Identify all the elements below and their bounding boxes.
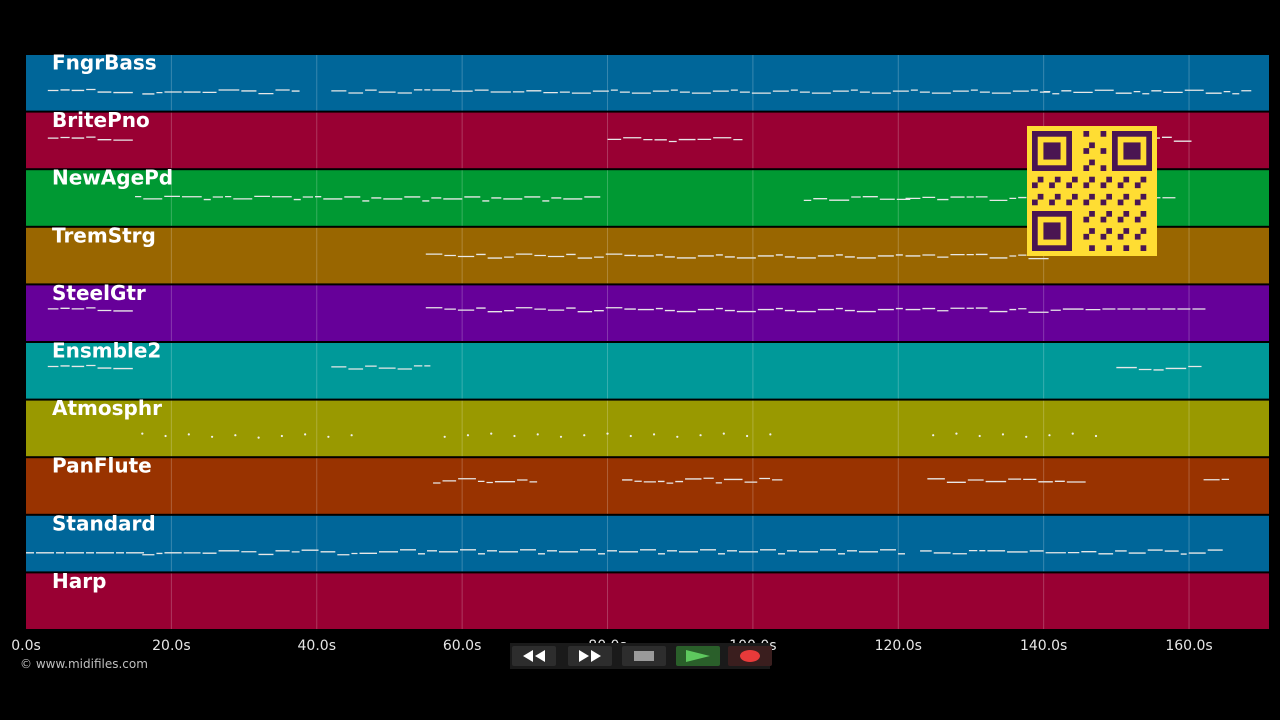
note-dot [1071,432,1074,435]
note-trace [47,307,133,312]
note-dot [955,432,958,435]
note-trace [927,478,1086,483]
note-trace [142,89,300,95]
note-dot [327,435,330,438]
note-dot [559,435,563,438]
note-dot [699,434,702,437]
note-trace [920,549,1223,555]
note-dot [257,436,260,439]
record-icon [740,650,760,662]
track-lane[interactable] [26,515,1269,572]
fast-forward-icon [579,650,601,662]
tick-label: 120.0s [874,638,922,654]
note-dot [210,435,214,438]
note-dot [1094,434,1098,438]
track-label: SteelGtr [52,281,146,305]
rewind-button[interactable] [512,646,556,666]
note-dot [1001,433,1005,436]
note-trace [433,478,538,484]
tick-label: 160.0s [1165,638,1213,654]
note-trace [622,477,783,484]
transport-bar [510,643,772,669]
note-trace [607,137,743,143]
track-label: FngrBass [52,51,157,75]
note-dot [606,432,609,435]
track-lane[interactable] [26,285,1269,341]
track-lane[interactable] [26,400,1269,457]
note-dot [932,434,935,437]
note-dot [652,433,656,436]
note-dot [304,433,307,436]
note-trace [425,253,903,259]
note-trace [1116,365,1202,371]
note-dot [443,435,446,438]
note-dot [280,434,283,438]
track-lane[interactable] [26,458,1269,514]
note-trace [47,364,133,370]
play-icon [686,650,710,662]
track-label: BritePno [52,108,150,132]
track-label: Atmosphr [52,396,162,420]
note-trace [803,196,911,202]
track-lane[interactable] [26,573,1269,629]
note-dot [676,435,679,438]
note-dot [490,432,493,435]
track-label: Harp [52,569,106,593]
note-dot [350,434,353,437]
note-dot [629,434,632,438]
copyright-text: © www.midifiles.com [20,657,148,671]
track-lane[interactable] [26,343,1269,399]
note-dot [583,434,586,437]
note-trace [47,88,133,94]
record-button[interactable] [728,646,772,666]
note-trace [142,549,905,556]
note-trace [905,307,1206,313]
tick-label: 0.0s [11,638,41,654]
stop-button[interactable] [622,646,666,666]
stop-icon [634,651,654,661]
note-dot [164,434,167,438]
fast-forward-button[interactable] [568,646,612,666]
note-dot [745,434,749,438]
qr-code-icon [1027,126,1157,256]
note-trace [331,89,1050,94]
note-dot [769,433,772,436]
track-label: PanFlute [52,454,152,478]
note-trace [1043,89,1252,95]
note-dot [466,434,470,437]
play-button[interactable] [676,646,720,666]
note-dot [187,433,190,436]
track-label: TremStrg [52,223,156,247]
track-label: Standard [52,511,156,535]
note-dot [722,432,725,435]
rewind-icon [523,650,545,662]
note-trace [47,136,133,141]
note-dot [1025,435,1028,438]
tick-label: 20.0s [152,638,191,654]
note-trace [905,253,1049,260]
tick-label: 140.0s [1019,638,1068,654]
note-trace [331,365,431,370]
tick-label: 40.0s [297,638,336,654]
note-dot [513,434,516,438]
note-dot [978,434,981,438]
note-dot [141,432,144,435]
track-label: NewAgePd [52,166,173,190]
note-dot [536,433,539,436]
tick-label: 60.0s [442,638,482,654]
note-trace [425,307,903,313]
track-lane[interactable] [26,55,1269,111]
track-label: Ensmble2 [52,339,161,363]
note-trace [135,195,601,202]
note-dot [234,434,237,437]
note-dot [1048,434,1051,437]
